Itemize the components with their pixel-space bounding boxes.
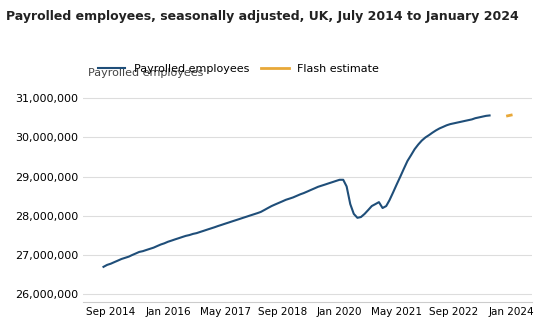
Line: Payrolled employees: Payrolled employees (103, 116, 490, 267)
Legend: Payrolled employees, Flash estimate: Payrolled employees, Flash estimate (93, 59, 384, 78)
Text: Payrolled employees: Payrolled employees (87, 68, 203, 78)
Text: Payrolled employees, seasonally adjusted, UK, July 2014 to January 2024: Payrolled employees, seasonally adjusted… (6, 10, 518, 23)
